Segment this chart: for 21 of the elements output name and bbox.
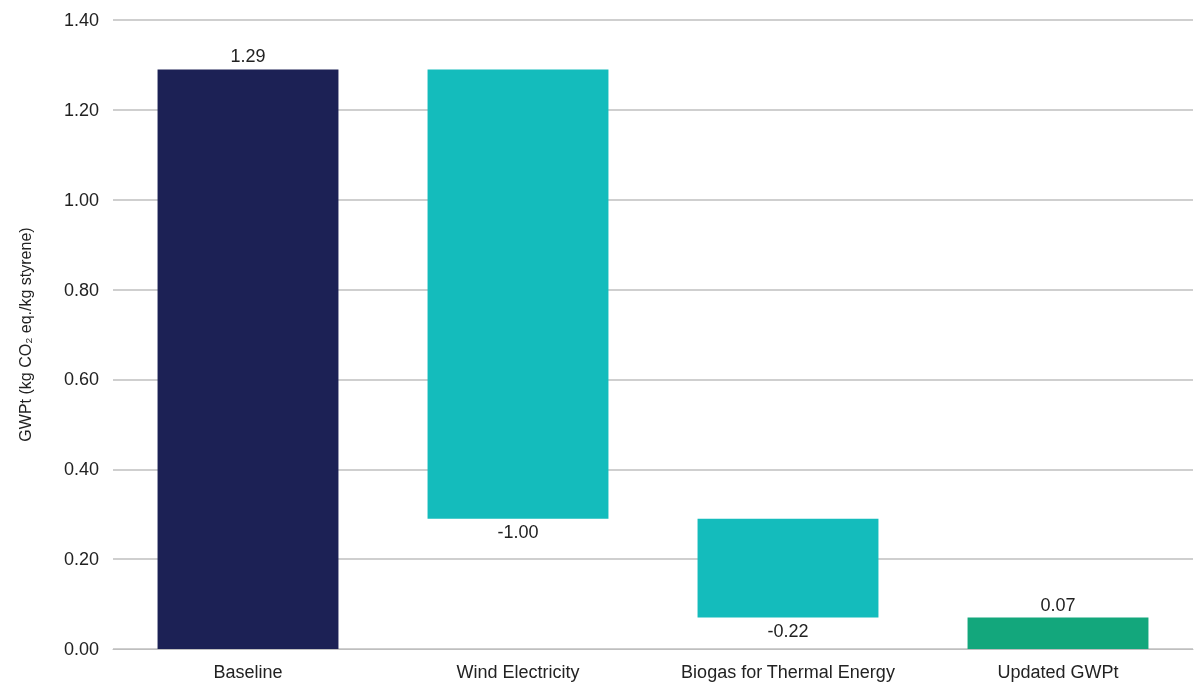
y-tick-label: 0.20 <box>63 549 99 570</box>
x-tick-label: Wind Electricity <box>456 662 580 682</box>
data-label: 1.29 <box>230 46 266 67</box>
y-axis-title: GWPt (kg CO₂ eq./kg styrene) <box>16 227 34 442</box>
bar <box>967 617 1149 649</box>
bar <box>697 518 879 618</box>
y-tick-label: 1.20 <box>63 99 99 120</box>
x-tick-label: Biogas for Thermal Energy <box>681 662 895 682</box>
bar <box>427 69 609 519</box>
data-label: -0.22 <box>767 620 809 641</box>
data-label: 0.07 <box>1040 594 1076 615</box>
data-label: -1.00 <box>497 521 539 542</box>
y-tick-label: 0.00 <box>63 639 99 659</box>
y-tick-label: 0.40 <box>63 459 99 480</box>
y-tick-label: 1.40 <box>63 10 99 30</box>
x-tick-label: Updated GWPt <box>997 662 1119 682</box>
y-tick-label: 0.60 <box>63 369 99 390</box>
y-tick-label: 1.00 <box>63 189 99 210</box>
bar <box>157 69 339 649</box>
y-tick-label: 0.80 <box>63 279 99 300</box>
x-tick-label: Baseline <box>213 662 283 682</box>
